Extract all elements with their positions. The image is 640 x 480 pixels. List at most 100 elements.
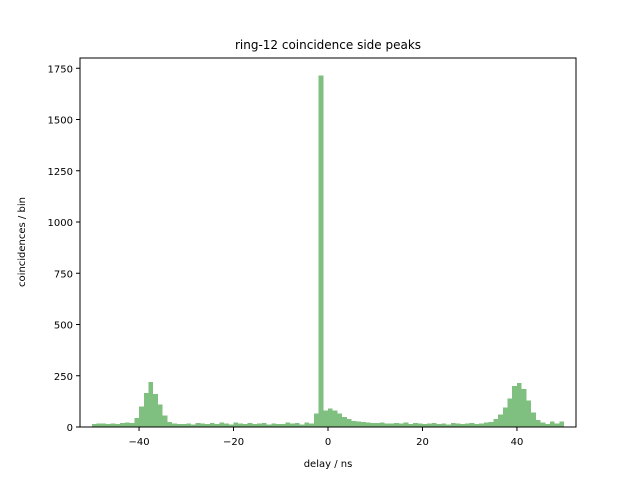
histogram-bar	[134, 417, 140, 427]
x-axis-ticks: −40 −20 0 20 40	[128, 427, 523, 448]
histogram-bar	[224, 423, 229, 427]
y-tick-label: 250	[54, 372, 73, 383]
histogram-bar	[507, 398, 513, 427]
histogram-bar	[209, 423, 215, 427]
histogram-bar	[431, 422, 437, 427]
histogram-bar	[342, 416, 347, 427]
histogram-bar	[105, 424, 111, 427]
histogram-bar	[464, 423, 470, 427]
histogram-bar	[379, 422, 385, 427]
histogram-bar	[460, 424, 465, 427]
histogram-bar	[356, 421, 362, 427]
histogram-bar	[446, 424, 451, 427]
histogram-bar	[304, 422, 310, 427]
y-axis-ticks: 0 250 500 750 1000 1250 1500 1750	[48, 64, 80, 434]
histogram-bar	[290, 423, 295, 427]
histogram-bar	[157, 404, 163, 427]
histogram-bar	[101, 423, 106, 427]
y-tick-label: 1750	[48, 64, 73, 75]
histogram-bar	[337, 413, 343, 427]
histogram-bar	[394, 422, 399, 427]
histogram-bar	[162, 415, 168, 427]
histogram-bar	[554, 423, 560, 427]
histogram-bar	[238, 423, 243, 427]
histogram-bar	[516, 382, 522, 427]
histogram-bar	[365, 422, 371, 427]
y-tick-label: 1500	[48, 116, 73, 127]
histogram-bar	[299, 424, 305, 427]
histogram-bar	[474, 423, 480, 427]
histogram-bar	[436, 423, 442, 427]
histogram-bar	[186, 423, 192, 427]
histogram-bar	[252, 424, 258, 427]
histogram-bar	[120, 423, 125, 427]
histogram-bar	[143, 393, 149, 427]
histogram-bar	[502, 407, 508, 427]
histogram-bar	[521, 389, 527, 427]
histogram-bar	[479, 423, 484, 427]
histogram-bar	[96, 423, 102, 427]
histogram-bar	[285, 422, 291, 427]
histogram-bar	[309, 423, 314, 427]
histogram-bar	[375, 423, 380, 427]
histogram-bar	[176, 423, 182, 427]
histogram-bar	[488, 421, 494, 427]
histogram-bar	[413, 423, 418, 427]
histogram-bar	[280, 424, 286, 427]
histogram-bar	[91, 423, 97, 427]
histogram-bar	[233, 422, 239, 427]
histogram-bar	[318, 75, 324, 428]
histogram-bar	[167, 421, 173, 427]
histogram-bar	[535, 419, 541, 427]
histogram-bar	[115, 423, 121, 427]
y-tick-label: 1250	[48, 167, 73, 178]
histogram-bar	[526, 400, 532, 427]
histogram-bar	[483, 422, 489, 427]
histogram-bar	[294, 423, 300, 427]
histogram-bar	[417, 423, 423, 427]
histogram-bar	[271, 423, 277, 427]
histogram-bar	[512, 386, 517, 427]
x-axis-label: delay / ns	[304, 459, 353, 470]
y-tick-label: 0	[67, 423, 73, 434]
histogram-bar	[559, 421, 565, 427]
y-axis-label: coincidences / bin	[17, 197, 28, 287]
histogram-bar	[422, 424, 428, 427]
histogram-bar	[361, 421, 366, 427]
histogram-bar	[403, 422, 409, 427]
histogram-bar	[110, 423, 116, 427]
histogram-bar	[181, 424, 187, 427]
histogram-bar	[351, 420, 357, 427]
histogram-bar	[195, 422, 201, 427]
histogram-bar	[205, 423, 210, 427]
histogram-bar	[191, 424, 196, 427]
histogram-bar	[370, 422, 376, 427]
x-tick-label: 20	[416, 437, 429, 448]
histogram-bar	[261, 422, 267, 427]
y-tick-label: 500	[54, 321, 73, 332]
x-tick-label: −40	[128, 437, 149, 448]
histogram-bar	[228, 424, 234, 427]
histogram-bar	[427, 423, 432, 427]
histogram-bar	[139, 406, 144, 427]
histogram-bar	[408, 423, 414, 427]
histogram-bar	[266, 424, 272, 427]
histogram-bar	[469, 422, 475, 427]
histogram-bar	[247, 423, 253, 427]
histogram-bar	[346, 418, 352, 427]
histogram-bar	[148, 381, 154, 427]
x-tick-label: −20	[223, 437, 244, 448]
bars-group	[91, 75, 565, 428]
y-tick-label: 1000	[48, 218, 73, 229]
y-tick-label: 750	[54, 269, 73, 280]
histogram-bar	[313, 413, 319, 427]
histogram-bar	[545, 423, 551, 427]
histogram-bar	[540, 422, 546, 427]
histogram-bar	[219, 422, 225, 427]
x-tick-label: 0	[325, 437, 331, 448]
histogram-bar	[153, 394, 158, 427]
histogram-bar	[172, 423, 177, 427]
histogram-bar	[242, 423, 248, 427]
histogram-bar	[398, 423, 404, 427]
